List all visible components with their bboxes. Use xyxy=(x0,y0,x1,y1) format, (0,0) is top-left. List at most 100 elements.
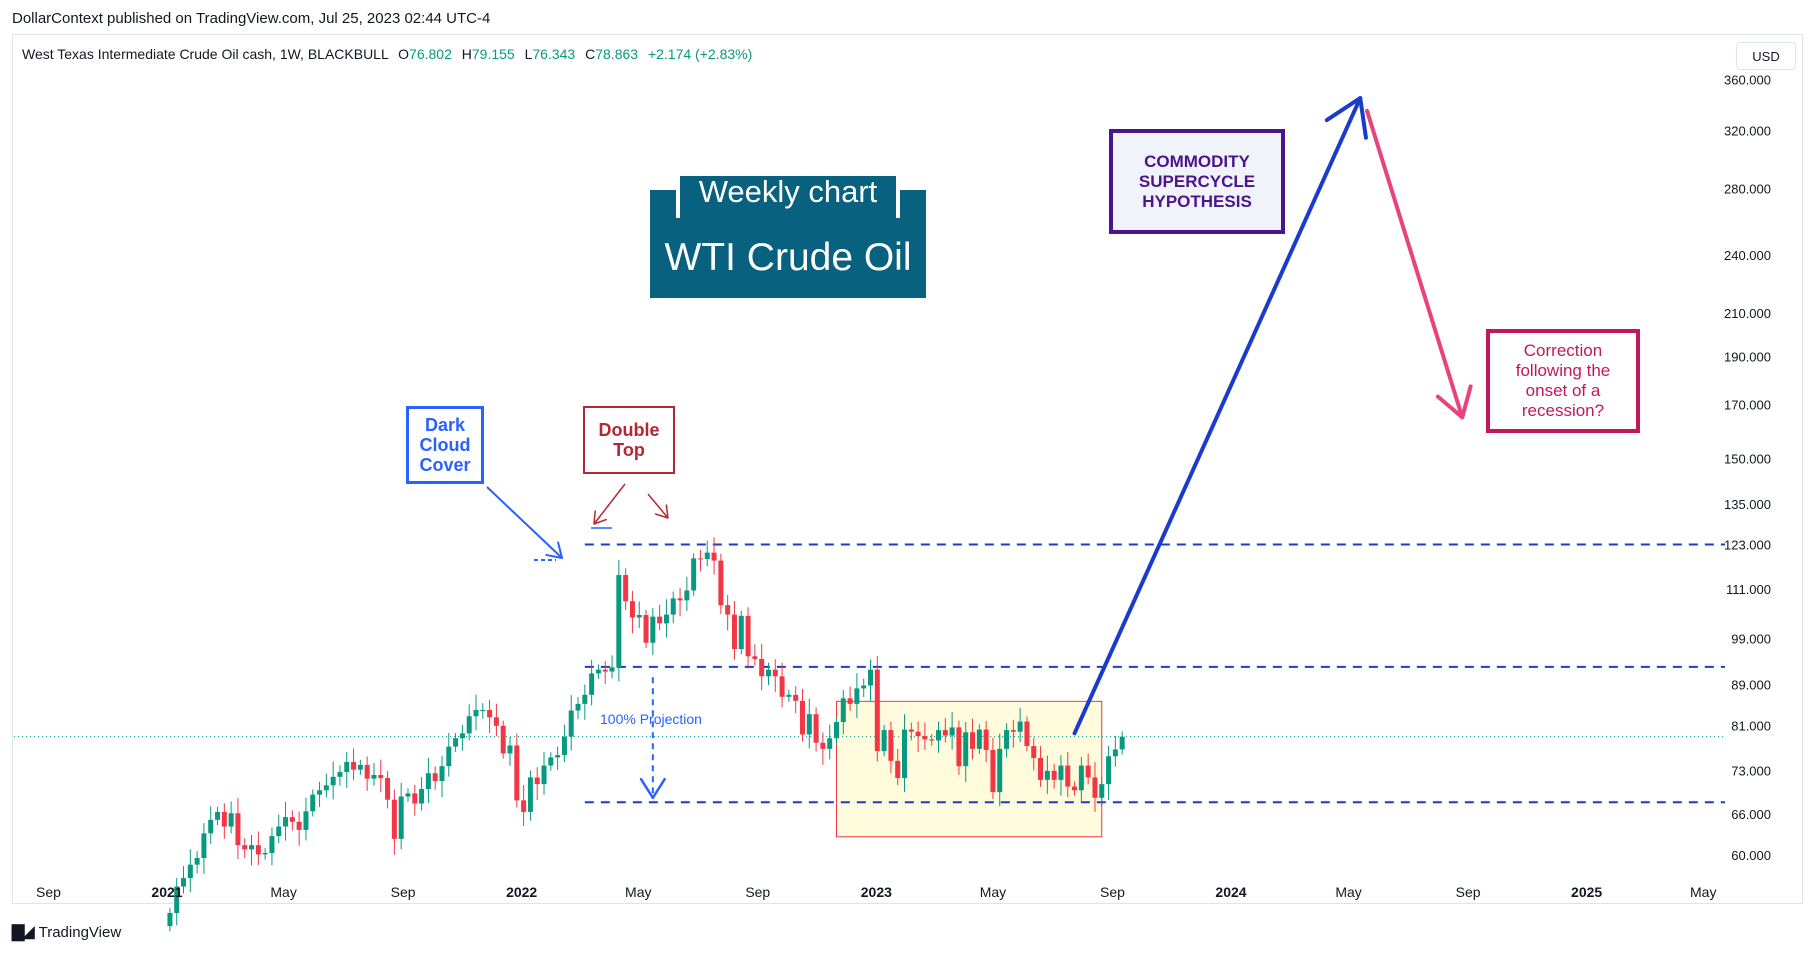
projection-label: 100% Projection xyxy=(600,711,702,727)
candle-body xyxy=(786,694,792,697)
candle-body xyxy=(1058,765,1064,780)
y-axis-tick-label: 360.000 xyxy=(1724,73,1771,88)
close-value: 78.863 xyxy=(595,46,639,62)
dark-cloud-cover-note: Dark Cloud Cover xyxy=(406,406,484,484)
open-value: 76.802 xyxy=(409,46,452,62)
candle-body xyxy=(487,710,493,718)
close-label: C xyxy=(585,46,596,62)
symbol-name: West Texas Intermediate Crude Oil cash, … xyxy=(22,46,389,62)
y-axis-tick-label: 73.000 xyxy=(1731,763,1771,778)
candle-body xyxy=(799,700,805,735)
chart-title: WTI Crude Oil xyxy=(664,236,912,279)
candle-body xyxy=(595,669,601,674)
candle-body xyxy=(323,785,329,791)
candle-body xyxy=(215,811,221,820)
double-top-note: Double Top xyxy=(583,406,675,474)
x-axis-tick-label: 2025 xyxy=(1571,884,1602,900)
candle-body xyxy=(337,772,343,777)
candle-body xyxy=(378,775,384,779)
published-by-line: DollarContext published on TradingView.c… xyxy=(12,10,491,27)
candle-body xyxy=(990,749,996,793)
candle-body xyxy=(970,732,976,749)
candle-body xyxy=(704,552,710,560)
y-axis-tick-label: 135.000 xyxy=(1724,497,1771,512)
high-label: H xyxy=(461,46,472,62)
candle-body xyxy=(772,669,778,677)
candle-body xyxy=(466,716,472,734)
candle-body xyxy=(589,673,595,695)
candle-body xyxy=(1072,786,1078,791)
y-axis-tick-label: 66.000 xyxy=(1731,807,1771,822)
supercycle-arrow-head xyxy=(1324,96,1368,140)
candle-body xyxy=(806,714,812,735)
x-axis-tick-label: Sep xyxy=(36,884,61,900)
candle-body xyxy=(181,878,187,887)
candle-body xyxy=(1004,730,1010,749)
supercycle-arrow xyxy=(1072,96,1363,736)
candle-body xyxy=(1065,765,1071,787)
candle-body xyxy=(398,796,404,839)
candle-body xyxy=(201,833,207,859)
y-axis-tick-label: 320.000 xyxy=(1724,124,1771,139)
candle-body xyxy=(242,845,248,850)
candle-body xyxy=(929,739,935,741)
x-axis-tick-label: 2022 xyxy=(506,884,537,900)
candle-body xyxy=(643,615,649,643)
candle-body xyxy=(303,811,309,830)
candle-body xyxy=(548,757,554,766)
candle-body xyxy=(602,669,608,672)
candle-body xyxy=(1092,777,1098,798)
candle-body xyxy=(453,738,459,747)
candle-body xyxy=(412,793,418,804)
candle-body xyxy=(1010,730,1016,732)
candle-body xyxy=(493,717,499,726)
candle-body xyxy=(738,615,744,650)
candle-body xyxy=(1099,784,1105,798)
y-axis-tick-label: 170.000 xyxy=(1724,397,1771,412)
candle-body xyxy=(697,558,703,560)
candle-body xyxy=(405,793,411,797)
candle-body xyxy=(1119,736,1125,750)
symbol-info: West Texas Intermediate Crude Oil cash, … xyxy=(22,46,752,62)
candle-body xyxy=(1112,749,1118,757)
y-axis-tick-label: 150.000 xyxy=(1724,452,1771,467)
candle-body xyxy=(874,669,880,752)
candle-body xyxy=(847,698,853,704)
candle-body xyxy=(1038,757,1044,780)
candle-body xyxy=(657,616,663,624)
candle-body xyxy=(691,558,697,591)
candle-body xyxy=(976,729,982,749)
candle-body xyxy=(432,773,438,782)
candle-body xyxy=(194,858,200,865)
candle-body xyxy=(963,732,969,767)
candle-body xyxy=(541,765,547,785)
candle-body xyxy=(228,813,234,827)
change-value: +2.174 (+2.83%) xyxy=(647,46,753,62)
candle-body xyxy=(221,811,227,827)
candle-body xyxy=(459,733,465,739)
x-axis-tick-label: May xyxy=(1690,884,1716,900)
candle-body xyxy=(793,694,799,701)
x-axis-tick-label: May xyxy=(270,884,296,900)
candle-body xyxy=(357,764,363,770)
candle-body xyxy=(942,730,948,736)
projection-arrow-head xyxy=(639,777,666,800)
title-tab xyxy=(676,172,900,218)
candle-body xyxy=(854,688,860,704)
x-axis-tick-label: May xyxy=(1335,884,1361,900)
candle-body xyxy=(895,760,901,779)
candle-body xyxy=(344,762,350,773)
candle-body xyxy=(167,912,173,927)
candle-body xyxy=(956,727,962,767)
candle-body xyxy=(310,794,316,812)
currency-button[interactable]: USD xyxy=(1736,42,1796,70)
tradingview-logo[interactable]: ▇◢ TradingView xyxy=(12,922,121,942)
candle-body xyxy=(1031,746,1037,758)
candle-body xyxy=(840,698,846,723)
candle-body xyxy=(922,736,928,740)
y-axis-tick-label: 210.000 xyxy=(1724,306,1771,321)
candle-body xyxy=(677,598,683,601)
y-axis-tick-label: 89.000 xyxy=(1731,677,1771,692)
candle-body xyxy=(745,615,751,657)
